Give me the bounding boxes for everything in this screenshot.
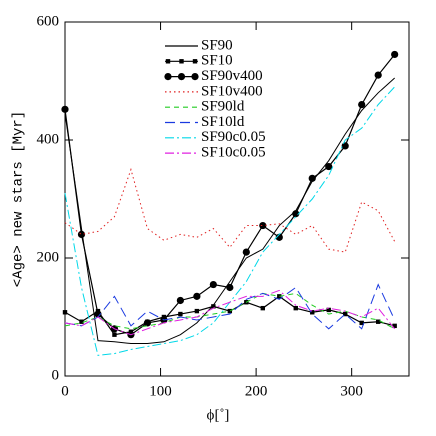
- point: [292, 210, 300, 218]
- x-tick-label: 200: [245, 383, 268, 399]
- legend-label: SF90: [201, 37, 233, 53]
- point: [277, 294, 282, 299]
- point: [260, 305, 265, 311]
- point: [259, 221, 267, 230]
- series-line: [64, 289, 396, 336]
- legend-label: SF90v400: [201, 68, 263, 84]
- legend-marker: [179, 59, 184, 64]
- legend-label: SF90ld: [201, 99, 245, 115]
- point: [242, 248, 250, 256]
- point: [308, 174, 316, 182]
- legend-marker: [191, 73, 199, 81]
- point: [325, 162, 333, 171]
- point: [275, 233, 283, 241]
- point: [226, 283, 234, 292]
- legend-label: SF10ld: [201, 114, 245, 130]
- x-axis-label: ϕ[˚]: [207, 407, 230, 423]
- point: [227, 308, 233, 314]
- point: [94, 310, 102, 318]
- point: [209, 280, 217, 289]
- legend-label: SF90c0.05: [201, 129, 266, 145]
- point: [343, 311, 348, 317]
- point: [293, 305, 298, 311]
- point: [112, 332, 117, 337]
- x-tick-label: 300: [340, 383, 363, 399]
- x-tick-label: 100: [149, 383, 172, 399]
- point: [359, 320, 364, 326]
- legend-label: SF10v400: [201, 83, 263, 99]
- series-line: [64, 292, 395, 330]
- point: [79, 319, 84, 324]
- point: [375, 319, 381, 324]
- point: [178, 311, 183, 317]
- point: [143, 319, 152, 327]
- point: [374, 71, 382, 79]
- legend-marker: [177, 73, 186, 81]
- point: [194, 308, 200, 314]
- point: [326, 307, 331, 313]
- y-tick-label: 200: [37, 249, 60, 265]
- point: [358, 101, 366, 109]
- series-line: [64, 283, 396, 330]
- legend-label: SF10c0.05: [201, 145, 266, 161]
- y-axis-label: <Age> new stars [Myr]: [11, 111, 27, 287]
- point: [392, 323, 397, 329]
- point: [310, 310, 315, 315]
- point: [341, 142, 349, 150]
- point: [391, 50, 399, 59]
- y-tick-label: 600: [37, 13, 60, 29]
- series-line: [64, 167, 396, 253]
- legend-marker: [164, 73, 172, 81]
- plot-frame: [64, 21, 410, 377]
- point: [77, 230, 86, 238]
- legend-label: SF10: [201, 53, 233, 69]
- point: [176, 296, 184, 305]
- legend-marker: [165, 59, 171, 64]
- series-line: [64, 77, 396, 345]
- point: [62, 310, 68, 315]
- y-tick-label: 0: [52, 367, 60, 383]
- x-tick-label: 0: [61, 383, 69, 399]
- point: [193, 292, 201, 300]
- y-tick-label: 400: [37, 131, 60, 147]
- point: [61, 105, 69, 113]
- point: [211, 304, 216, 309]
- legend-marker: [192, 59, 198, 64]
